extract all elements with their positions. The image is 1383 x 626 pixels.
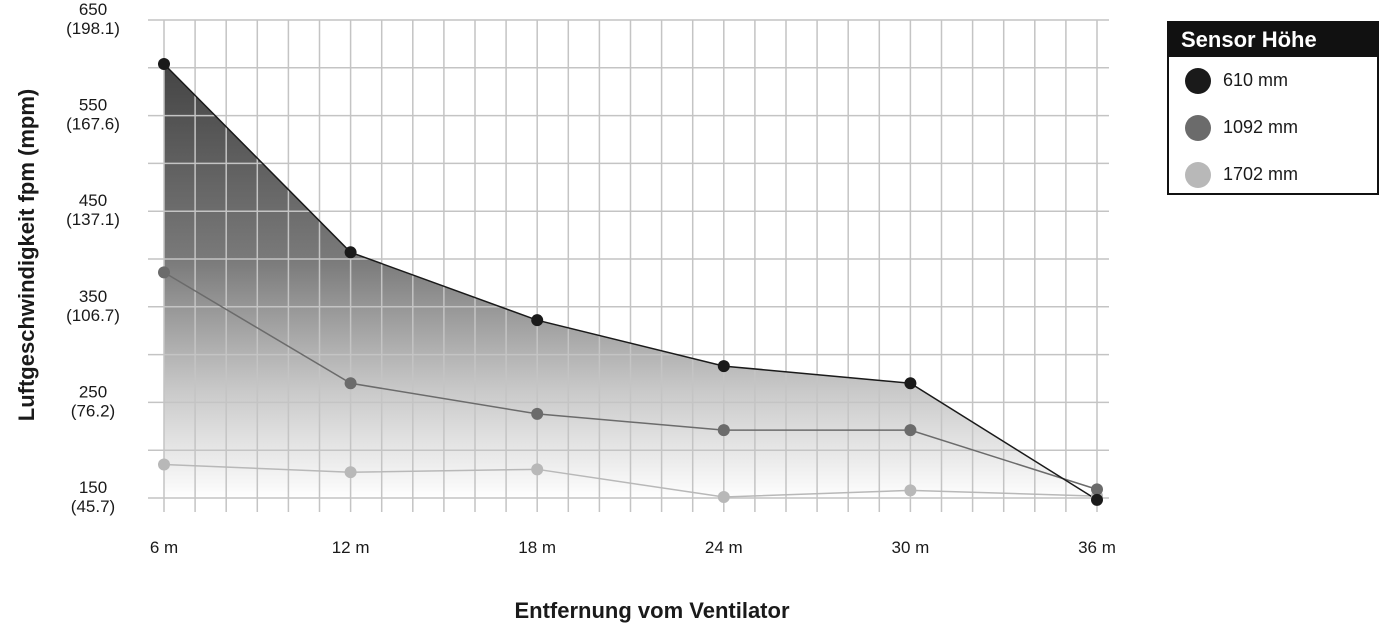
legend-item-1702: 1702 mm	[1169, 151, 1377, 198]
y-tick-label: 450	[79, 191, 107, 210]
legend-item-610: 610 mm	[1169, 57, 1377, 104]
y-tick-sublabel: (45.7)	[71, 497, 115, 516]
x-tick-label: 24 m	[705, 538, 743, 557]
data-point-series-0-2	[531, 314, 544, 327]
data-point-series-1-5	[1091, 483, 1103, 496]
data-point-series-0-5	[1091, 493, 1103, 506]
data-point-series-2-0	[158, 458, 170, 471]
data-point-series-0-4	[904, 377, 917, 390]
series-line-1	[163, 271, 1098, 491]
legend-label-1092: 1092 mm	[1223, 117, 1299, 137]
x-axis-title: Entfernung vom Ventilator	[514, 598, 789, 623]
data-point-series-1-1	[344, 377, 357, 390]
y-axis-title: Luftgeschwindigkeit fpm (mpm)	[14, 89, 39, 421]
data-point-series-1-4	[904, 424, 917, 437]
y-tick-sublabel: (76.2)	[71, 401, 115, 420]
legend-label-1702: 1702 mm	[1223, 164, 1299, 184]
y-tick-label: 650	[79, 0, 107, 19]
y-tick-label: 550	[79, 96, 107, 115]
x-tick-label: 30 m	[892, 538, 930, 557]
y-tick-sublabel: (106.7)	[66, 306, 120, 325]
y-axis-ticks: 650(198.1) 550(167.6) 450(137.1) 350(106.7)…	[66, 0, 120, 516]
x-tick-label: 18 m	[518, 538, 556, 557]
data-point-series-1-2	[531, 407, 544, 420]
y-tick-label: 250	[79, 382, 107, 401]
data-point-series-0-0	[158, 57, 170, 70]
data-point-series-2-3	[717, 491, 730, 504]
legend: Sensor Höhe 610 mm 1092 mm 1702 mm	[1167, 21, 1379, 195]
legend-title: Sensor Höhe	[1169, 23, 1377, 57]
data-point-series-2-1	[344, 466, 357, 479]
series-layer	[158, 57, 1103, 506]
legend-item-1092: 1092 mm	[1169, 104, 1377, 151]
legend-swatch-1702	[1185, 161, 1211, 188]
y-tick-label: 150	[79, 478, 107, 497]
y-tick-sublabel: (137.1)	[66, 210, 120, 229]
legend-label-610: 610 mm	[1223, 70, 1289, 90]
x-tick-label: 12 m	[332, 538, 370, 557]
x-tick-label: 6 m	[150, 538, 178, 557]
data-point-series-2-2	[531, 463, 544, 476]
series-line-0	[163, 63, 1098, 501]
y-tick-sublabel: (198.1)	[66, 19, 120, 38]
data-point-series-1-0	[158, 266, 170, 279]
x-tick-label: 36 m	[1078, 538, 1116, 557]
legend-swatch-610	[1185, 67, 1211, 94]
x-axis-ticks: 6 m 12 m 18 m 24 m 30 m 36 m	[150, 538, 1116, 557]
data-point-series-0-1	[344, 246, 357, 259]
data-point-series-1-3	[717, 424, 730, 437]
legend-swatch-1092	[1185, 114, 1211, 141]
series-line-2	[163, 463, 1098, 498]
y-tick-label: 350	[79, 287, 107, 306]
data-point-series-0-3	[717, 360, 730, 373]
data-point-series-2-4	[904, 484, 917, 497]
y-tick-sublabel: (167.6)	[66, 115, 120, 134]
